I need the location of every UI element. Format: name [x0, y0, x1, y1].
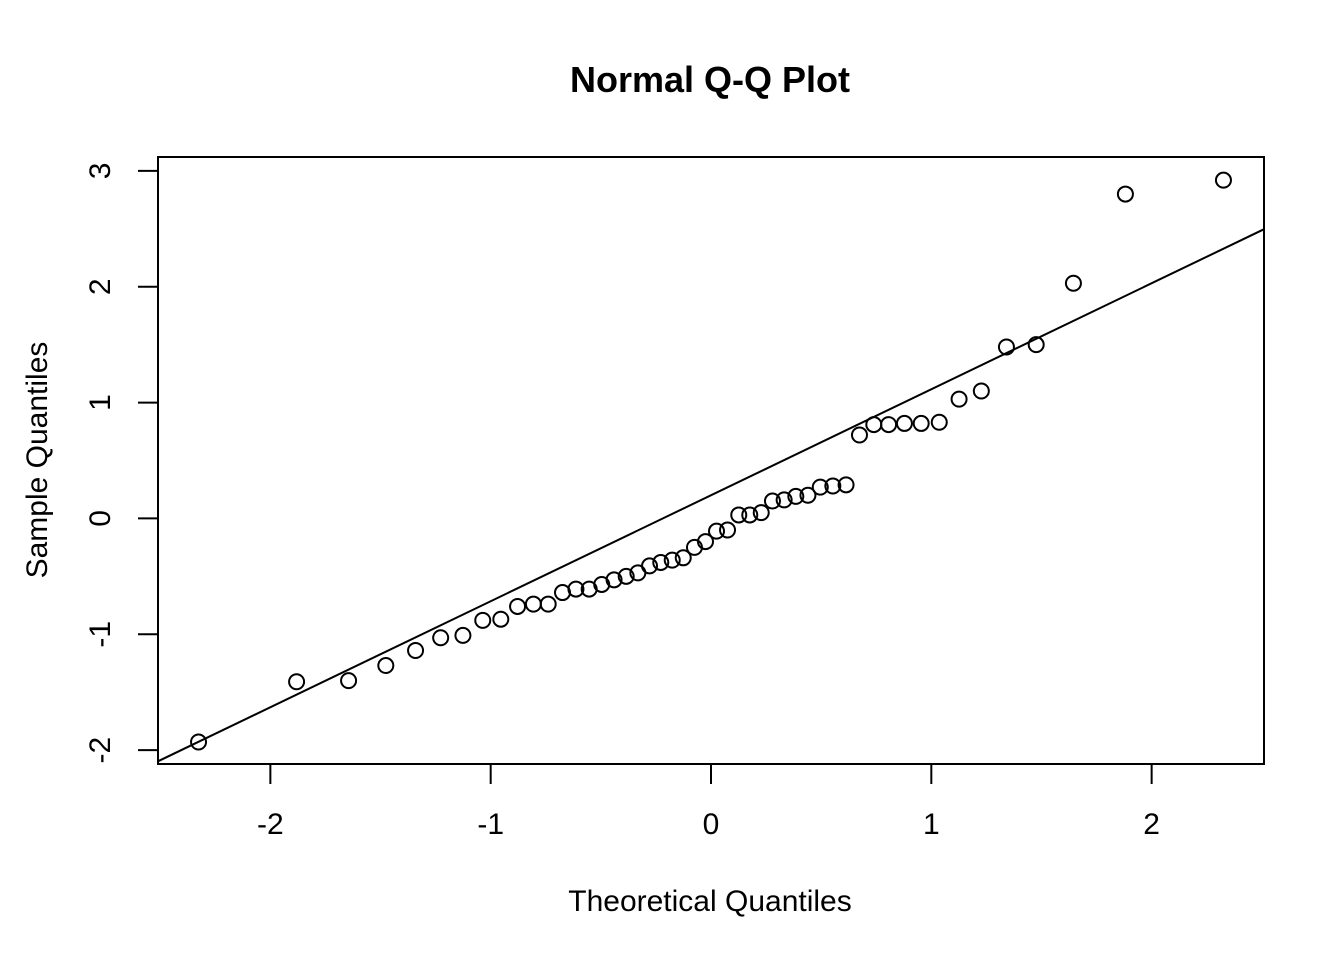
data-point [708, 522, 726, 540]
data-point [539, 595, 557, 613]
data-point [950, 390, 968, 408]
data-point [509, 597, 527, 615]
data-point [696, 533, 714, 551]
data-point [741, 506, 759, 524]
data-point [775, 491, 793, 509]
x-axis-title: Theoretical Quantiles [568, 885, 851, 918]
data-point [997, 338, 1015, 356]
data-point [865, 416, 883, 434]
data-point [1064, 274, 1082, 292]
data-point [674, 549, 692, 567]
y-axis: -2 -1 0 1 2 3 [84, 163, 158, 764]
data-point [454, 626, 472, 644]
x-tick-label: -1 [477, 808, 504, 841]
data-point [972, 382, 990, 400]
data-point [763, 492, 781, 510]
plot-frame [157, 156, 1265, 765]
data-point [730, 506, 748, 524]
data-point [641, 557, 659, 575]
data-point [567, 580, 585, 598]
data-point [1027, 336, 1045, 354]
y-tick-label: 2 [84, 278, 117, 295]
data-point [1214, 171, 1232, 189]
data-point [492, 610, 510, 628]
x-tick-label: 2 [1143, 808, 1160, 841]
data-point [524, 595, 542, 613]
data-point [288, 673, 306, 691]
data-point [407, 641, 425, 659]
y-tick-label: 0 [84, 510, 117, 527]
data-point [474, 611, 492, 629]
data-point [824, 477, 842, 495]
data-point [1116, 185, 1134, 203]
points-layer [190, 171, 1232, 751]
data-point [895, 414, 913, 432]
data-point [617, 567, 635, 585]
chart-title: Normal Q-Q Plot [570, 59, 850, 100]
reference-line [158, 228, 1264, 763]
data-point [837, 476, 855, 494]
data-point [811, 478, 829, 496]
reference-line-layer [158, 228, 1264, 763]
x-tick-label: 0 [703, 808, 720, 841]
data-point [787, 487, 805, 505]
data-point [850, 426, 868, 444]
x-tick-label: 1 [923, 808, 940, 841]
data-point [432, 629, 450, 647]
data-point [719, 521, 737, 539]
data-point [799, 486, 817, 504]
data-point [912, 414, 930, 432]
y-tick-label: 3 [84, 163, 117, 180]
y-axis-title: Sample Quantiles [21, 342, 54, 579]
data-point [652, 553, 670, 571]
data-point [340, 672, 358, 690]
data-point [663, 551, 681, 569]
data-point [880, 416, 898, 434]
x-tick-label: -2 [257, 808, 284, 841]
data-point [377, 657, 395, 675]
y-tick-label: -2 [84, 737, 117, 764]
data-point [190, 733, 208, 751]
y-tick-label: -1 [84, 621, 117, 648]
data-point [605, 571, 623, 589]
data-point [930, 413, 948, 431]
y-tick-label: 1 [84, 394, 117, 411]
data-point [752, 504, 770, 522]
x-axis: -2 -1 0 1 2 [257, 764, 1160, 841]
